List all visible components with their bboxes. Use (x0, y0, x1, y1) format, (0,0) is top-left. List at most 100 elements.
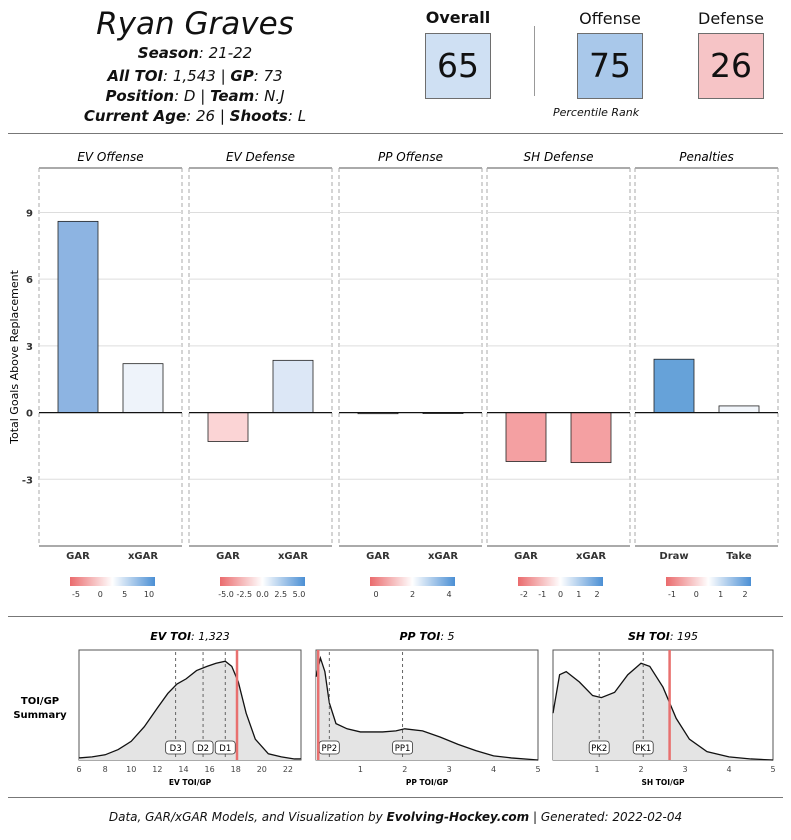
tier-marker-box (392, 740, 413, 755)
toi-x-tick-label: 22 (283, 765, 293, 774)
color-legend-tick: -1 (668, 590, 676, 599)
color-legend-tick: -1 (538, 590, 546, 599)
color-legend-bar (370, 577, 455, 586)
position-team-line: Position: D | Team: N.J (40, 87, 350, 105)
toi-x-tick-label: 2 (402, 765, 407, 774)
toi-x-tick-label: 20 (257, 765, 267, 774)
tier-marker-label: PK1 (635, 744, 651, 754)
footer-divider (8, 797, 783, 798)
y-tick-label: -3 (22, 475, 33, 486)
shoots-value: : L (287, 107, 307, 125)
toi-panel-pp-toi-gp: PP TOI: 5 PP2 PP1 1 2 3 4 5 PP TOI/GP (315, 630, 541, 787)
toi-x-tick-label: 5 (770, 765, 775, 774)
panel-title: SH Defense (524, 150, 594, 164)
color-legend-tick: 0 (694, 590, 699, 599)
defense-title: Defense (698, 9, 764, 28)
season-value: : 21-22 (198, 44, 253, 62)
color-legend-tick: 2 (410, 590, 415, 599)
color-legend-tick: 2 (742, 590, 747, 599)
bar-xgar (122, 363, 164, 413)
chart-divider (8, 616, 783, 617)
gp-label: GP (230, 67, 254, 85)
bar-gar (505, 412, 547, 462)
density-line (315, 655, 539, 761)
toi-x-tick-label: 4 (491, 765, 496, 774)
team-label: Team (210, 87, 255, 105)
season-line: Season: 21-22 (40, 44, 350, 62)
toi-x-tick-label: 1 (358, 765, 363, 774)
tier-marker-box (588, 740, 610, 755)
density-area (79, 661, 301, 760)
gar-panel-ev-offense: EV Offense GAR xGAR -5 0 5 10 (38, 150, 183, 599)
color-legend-tick: -5.0 (218, 590, 234, 599)
toi-x-tick-label: 10 (126, 765, 136, 774)
tier-marker-box (632, 740, 654, 755)
toi-x-tick-label: 3 (447, 765, 452, 774)
y-tick-label: 6 (26, 275, 33, 286)
tier-marker-label: D1 (219, 744, 231, 754)
tier-marker-label: D3 (170, 744, 182, 754)
tier-marker-label: PP1 (395, 744, 411, 754)
tier-marker-box (214, 740, 236, 755)
color-legend-tick: -2.5 (236, 590, 252, 599)
color-legend-tick: -5 (72, 590, 80, 599)
panel-title: EV Defense (226, 150, 295, 164)
toi-x-axis-label: EV TOI/GP (169, 778, 212, 787)
color-legend-bar (70, 577, 155, 586)
gar-panel-ev-defense: EV Defense GAR xGAR -5.0 -2.5 0.0 2.5 5.0 (188, 150, 333, 599)
tier-marker-box (165, 740, 187, 755)
gp-value: : 73 (253, 67, 283, 85)
color-legend-tick: 4 (446, 590, 451, 599)
toi-x-tick-label: 18 (231, 765, 241, 774)
y-tick-label: 0 (26, 409, 33, 420)
overall-score-box: 65 (425, 33, 491, 99)
gar-panel-sh-defense: SH Defense GAR xGAR -2 -1 0 1 2 (486, 150, 631, 599)
toi-x-tick-label: 1 (594, 765, 599, 774)
player-name: Ryan Graves (96, 6, 294, 42)
toi-panel-title: SH TOI: 195 (628, 630, 698, 643)
x-tick-label: xGAR (278, 551, 308, 562)
x-tick-label: Take (726, 551, 752, 562)
color-legend-tick: 10 (144, 590, 154, 599)
gar-panel-penalties: Penalties Draw Take -1 0 1 2 (634, 150, 779, 599)
age-shoots-line: Current Age: 26 | Shoots: L (40, 107, 350, 125)
toi-title-label: PP TOI (399, 630, 440, 643)
toi-x-tick-label: 8 (103, 765, 108, 774)
toi-x-tick-label: 6 (76, 765, 81, 774)
toi-x-tick-label: 14 (178, 765, 188, 774)
defense-score-box: 26 (698, 33, 764, 99)
panel-title: EV Offense (77, 150, 143, 164)
density-area (316, 658, 538, 760)
color-legend-tick: 1 (718, 590, 723, 599)
position-label: Position (105, 87, 175, 105)
toi-panel-sh-toi-gp: SH TOI: 195 PK2 PK1 1 2 3 4 5 SH TOI/GP (552, 630, 776, 787)
panel-title: PP Offense (378, 150, 443, 164)
color-legend-tick: 0 (98, 590, 103, 599)
toi-gp-line: All TOI: 1,543 | GP: 73 (40, 67, 350, 85)
bar-xgar (570, 412, 612, 464)
footer-credit: Data, GAR/xGAR Models, and Visualization… (0, 810, 791, 824)
x-tick-label: GAR (66, 551, 90, 562)
overall-title: Overall (425, 8, 491, 27)
toi-label: All TOI (107, 67, 164, 85)
density-line (552, 662, 774, 761)
team-value: : N.J (254, 87, 285, 105)
bar-gar (207, 412, 249, 442)
x-tick-label: GAR (366, 551, 390, 562)
y-tick-label: 9 (26, 208, 33, 219)
summary-label-line-1: TOI/GP (21, 696, 59, 707)
color-legend-tick: 0.0 (256, 590, 269, 599)
bar-gar (57, 220, 99, 413)
toi-title-value: : 195 (670, 630, 698, 643)
toi-title-label: SH TOI (628, 630, 670, 643)
tier-marker-box (192, 740, 214, 755)
color-legend-bar (220, 577, 305, 586)
y-axis-label: Total Goals Above Replacement (8, 269, 21, 444)
toi-x-axis-label: PP TOI/GP (406, 778, 449, 787)
tier-marker-label: D2 (197, 744, 209, 754)
color-legend-tick: 5 (122, 590, 127, 599)
age-value: : 26 | (186, 107, 230, 125)
toi-title-value: : 1,323 (191, 630, 230, 643)
toi-panel-title: EV TOI: 1,323 (150, 630, 230, 643)
